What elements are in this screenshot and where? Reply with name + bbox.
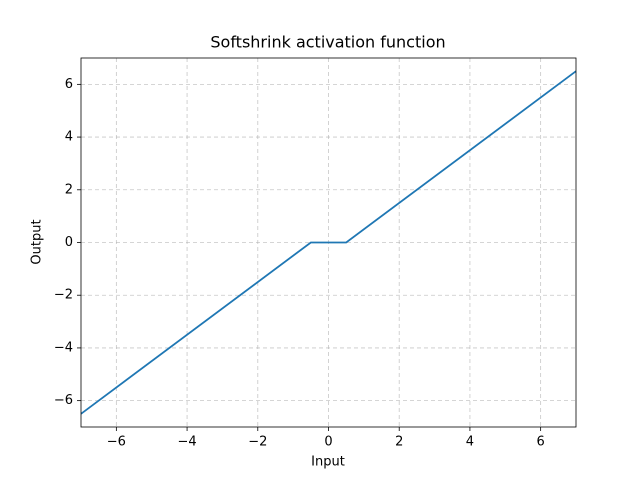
y-axis-label: Output xyxy=(30,219,45,264)
plot-frame xyxy=(80,57,577,428)
y-tick-label: 2 xyxy=(65,182,73,197)
y-tick-label: −6 xyxy=(54,393,73,408)
x-axis-label: Input xyxy=(311,455,345,470)
y-tick-label: 6 xyxy=(65,77,73,92)
x-tick-label: −6 xyxy=(107,435,126,450)
x-tick-label: −4 xyxy=(177,435,196,450)
y-tick-label: 4 xyxy=(65,130,73,145)
y-tick-label: −2 xyxy=(54,288,73,303)
x-tick-label: 2 xyxy=(395,435,403,450)
x-tick-label: −2 xyxy=(248,435,267,450)
x-tick-label: 4 xyxy=(466,435,474,450)
x-tick-label: 0 xyxy=(324,435,332,450)
data-line xyxy=(81,70,576,415)
x-tick-label: 6 xyxy=(537,435,545,450)
y-tick-label: −4 xyxy=(54,340,73,355)
chart-title: Softshrink activation function xyxy=(210,33,445,52)
y-tick-label: 0 xyxy=(65,235,73,250)
